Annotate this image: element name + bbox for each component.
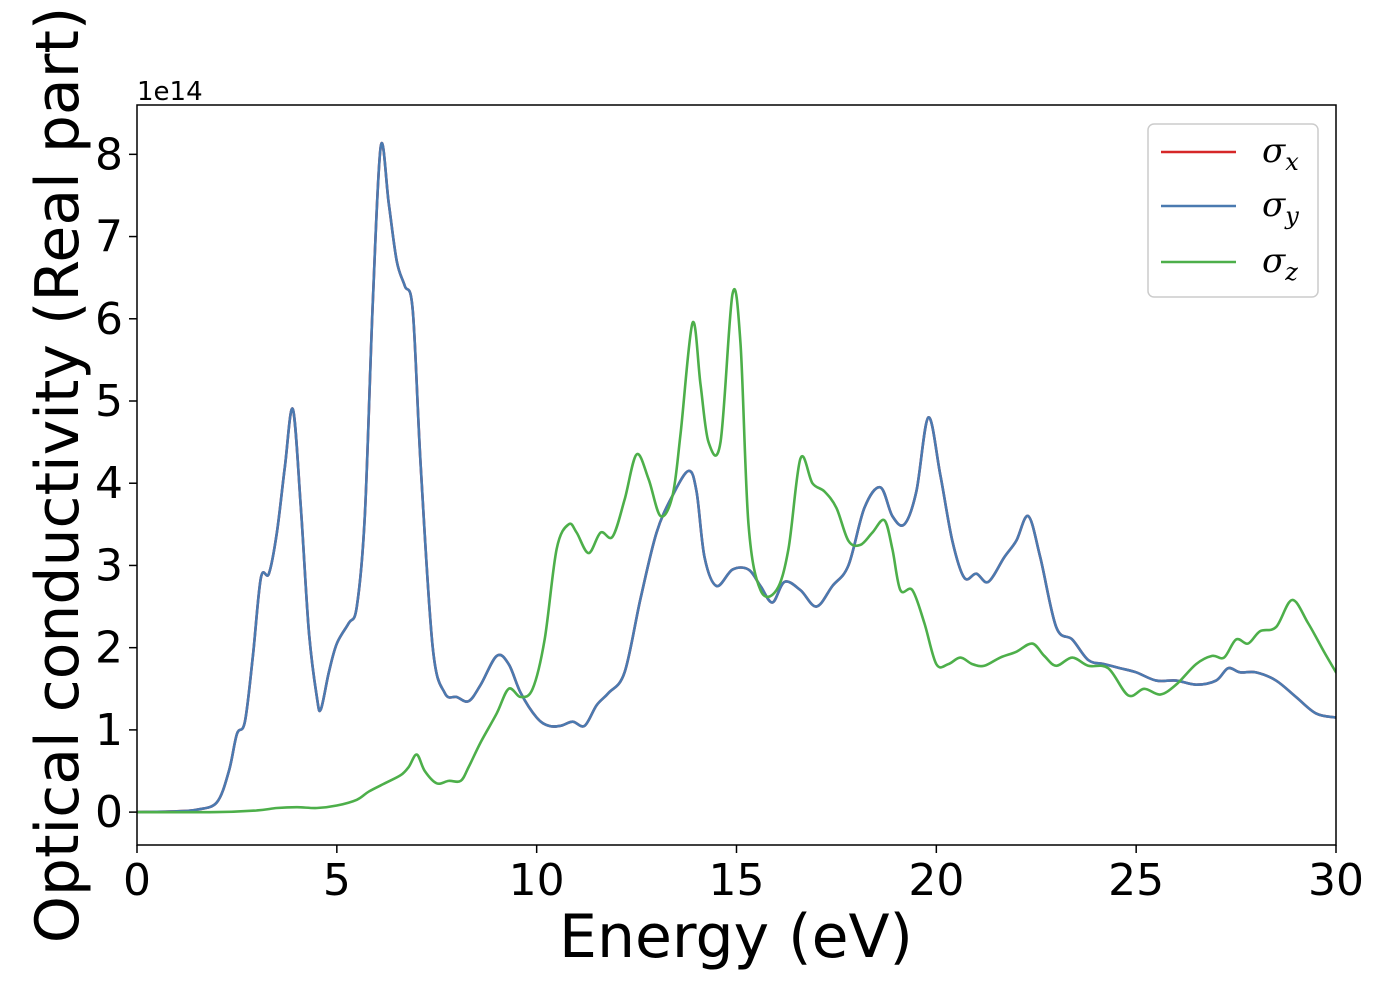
y-tick-label: 2 [95, 623, 123, 674]
y-tick-label: 7 [95, 212, 123, 263]
x-tick-label: 25 [1108, 855, 1164, 906]
y-tick-label: 6 [95, 294, 123, 345]
series-layer [137, 141, 1336, 814]
x-tick-label: 20 [908, 855, 964, 906]
x-tick-label: 10 [509, 855, 565, 906]
x-tick-label: 0 [123, 855, 151, 906]
x-tick-label: 5 [323, 855, 351, 906]
y-tick-label: 8 [95, 129, 123, 180]
series-line-z [137, 287, 1336, 814]
x-axis: 0 5 10 15 20 25 30 [123, 845, 1364, 906]
series-line-y [137, 141, 1336, 814]
y-tick-label: 4 [95, 458, 123, 509]
y-tick-label: 0 [95, 787, 123, 838]
y-offset-label: 1e14 [137, 77, 203, 107]
x-axis-title: Energy (eV) [559, 902, 913, 972]
y-tick-label: 3 [95, 540, 123, 591]
x-tick-label: 15 [709, 855, 765, 906]
y-tick-label: 1 [95, 705, 123, 756]
y-tick-label: 5 [95, 376, 123, 427]
y-axis-title: Optical conductivity (Real part) [23, 7, 93, 944]
legend-box [1147, 123, 1319, 298]
y-axis: 0 1 2 3 4 5 6 7 8 [95, 129, 137, 838]
legend-label-x: σx [1262, 131, 1299, 176]
x-tick-label: 30 [1308, 855, 1364, 906]
